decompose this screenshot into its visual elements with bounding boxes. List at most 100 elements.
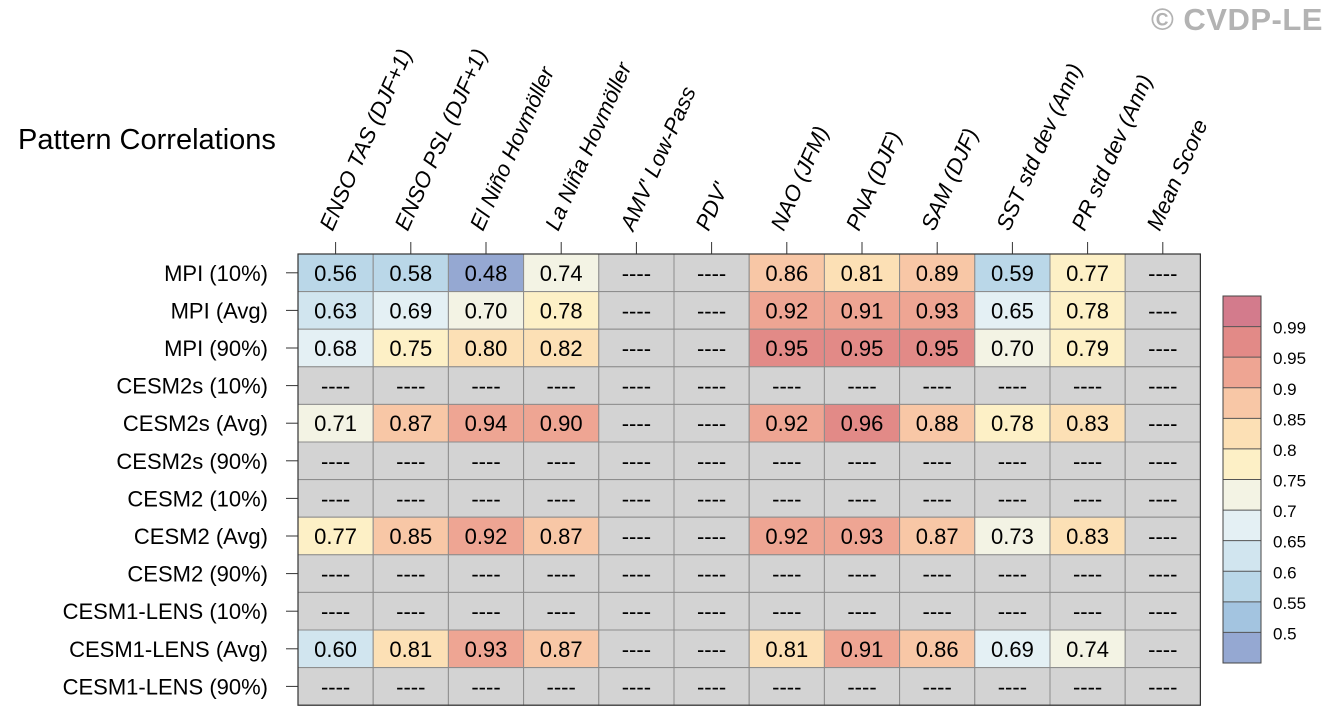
cell-label: ---- bbox=[321, 599, 350, 624]
heatmap-cell bbox=[1049, 554, 1126, 593]
cell-label: ---- bbox=[697, 562, 726, 587]
cell-label: ---- bbox=[697, 411, 726, 436]
cell-label: 0.81 bbox=[841, 261, 884, 286]
cell-label: ---- bbox=[547, 449, 576, 474]
cell-label: 0.92 bbox=[765, 524, 808, 549]
heatmap-cell bbox=[372, 591, 449, 631]
cell-label: ---- bbox=[998, 486, 1027, 511]
cell-label: 0.83 bbox=[1066, 524, 1109, 549]
cell-label: ---- bbox=[697, 261, 726, 286]
heatmap-cell bbox=[447, 328, 525, 368]
heatmap-cell bbox=[372, 479, 449, 518]
cell-label: ---- bbox=[772, 562, 801, 587]
heatmap-cell bbox=[372, 366, 449, 405]
cell-label: 0.88 bbox=[916, 411, 959, 436]
heatmap-cell bbox=[447, 403, 525, 443]
heatmap-cell bbox=[748, 629, 825, 669]
cell-label: ---- bbox=[1148, 637, 1177, 662]
heatmap-cell bbox=[1049, 591, 1126, 631]
row-label: CESM1-LENS (Avg) bbox=[69, 637, 268, 662]
heatmap-cell bbox=[899, 403, 976, 443]
cell-label: ---- bbox=[396, 562, 425, 587]
colorbar-tick-label: 0.85 bbox=[1273, 410, 1306, 429]
heatmap-cell bbox=[673, 403, 750, 443]
cell-label: 0.71 bbox=[314, 411, 357, 436]
colorbar-tick-label: 0.5 bbox=[1273, 624, 1297, 643]
cell-label: 0.90 bbox=[540, 411, 583, 436]
cell-label: ---- bbox=[471, 674, 500, 699]
column-label: NAO (JFM) bbox=[766, 122, 834, 234]
heatmap-cell bbox=[598, 403, 675, 443]
grid-frame bbox=[297, 253, 1202, 706]
cell-label: ---- bbox=[1148, 674, 1177, 699]
heatmap-cell bbox=[1124, 629, 1201, 669]
cell-label: ---- bbox=[998, 374, 1027, 399]
cell-label: 0.68 bbox=[314, 336, 357, 361]
cell-label: 0.92 bbox=[765, 411, 808, 436]
heatmap-cell bbox=[598, 291, 675, 330]
heatmap-cell bbox=[523, 403, 600, 443]
colorbar-bin bbox=[1223, 601, 1261, 633]
cell-label: ---- bbox=[998, 449, 1027, 474]
cell-label: ---- bbox=[622, 599, 651, 624]
heatmap-cell bbox=[1049, 253, 1126, 293]
heatmap-cell bbox=[447, 554, 525, 593]
heatmap-cell bbox=[523, 629, 600, 669]
cell-label: ---- bbox=[471, 486, 500, 511]
colorbar-bin bbox=[1223, 326, 1261, 358]
cell-label: ---- bbox=[697, 336, 726, 361]
cell-label: 0.63 bbox=[314, 298, 357, 323]
cell-label: ---- bbox=[321, 374, 350, 399]
heatmap-cell bbox=[899, 328, 976, 368]
heatmap-cell bbox=[673, 328, 750, 368]
heatmap-cell bbox=[598, 366, 675, 405]
cell-label: ---- bbox=[697, 449, 726, 474]
heatmap-cell bbox=[748, 667, 825, 706]
colorbar-tick-label: 0.65 bbox=[1273, 533, 1306, 552]
heatmap-cell bbox=[297, 291, 374, 330]
cell-label: ---- bbox=[622, 486, 651, 511]
heatmap-cell bbox=[1049, 667, 1126, 706]
heatmap-cell bbox=[823, 441, 901, 481]
cell-label: ---- bbox=[1148, 524, 1177, 549]
colorbar-bin bbox=[1223, 510, 1261, 541]
cell-label: 0.77 bbox=[1066, 261, 1109, 286]
cell-label: 0.69 bbox=[389, 298, 432, 323]
row-label: CESM1-LENS (10%) bbox=[63, 599, 268, 624]
heatmap-cell bbox=[523, 366, 600, 405]
row-label: CESM2s (Avg) bbox=[123, 411, 268, 436]
heatmap-cell bbox=[598, 253, 675, 293]
cell-label: 0.58 bbox=[389, 261, 432, 286]
heatmap-cell bbox=[1049, 328, 1126, 368]
cell-label: ---- bbox=[772, 449, 801, 474]
cell-label: 0.85 bbox=[389, 524, 432, 549]
colorbar-tick-label: 0.8 bbox=[1273, 441, 1297, 460]
cell-label: 0.56 bbox=[314, 261, 357, 286]
cell-label: ---- bbox=[471, 374, 500, 399]
heatmap-cell bbox=[297, 629, 374, 669]
heatmap-cell bbox=[748, 366, 825, 405]
heatmap-cell bbox=[673, 291, 750, 330]
cell-label: 0.78 bbox=[540, 298, 583, 323]
cell-label: ---- bbox=[772, 486, 801, 511]
cell-label: ---- bbox=[697, 486, 726, 511]
colorbar-bin bbox=[1223, 357, 1261, 388]
colorbar-bin bbox=[1223, 632, 1261, 663]
cell-label: 0.81 bbox=[389, 637, 432, 662]
cell-label: 0.65 bbox=[991, 298, 1034, 323]
cell-label: ---- bbox=[1148, 562, 1177, 587]
cell-label: ---- bbox=[847, 449, 876, 474]
heatmap-cell bbox=[899, 291, 976, 330]
heatmap-cell bbox=[673, 366, 750, 405]
cell-label: ---- bbox=[923, 599, 952, 624]
cell-label: ---- bbox=[396, 599, 425, 624]
cell-label: 0.91 bbox=[841, 298, 884, 323]
cell-label: 0.70 bbox=[465, 298, 508, 323]
cell-label: ---- bbox=[923, 562, 952, 587]
column-label: PNA (DJF) bbox=[841, 127, 907, 234]
heatmap-cell bbox=[748, 403, 825, 443]
cell-label: 0.87 bbox=[389, 411, 432, 436]
cell-label: ---- bbox=[998, 599, 1027, 624]
cell-label: ---- bbox=[847, 674, 876, 699]
cell-label: ---- bbox=[1073, 599, 1102, 624]
